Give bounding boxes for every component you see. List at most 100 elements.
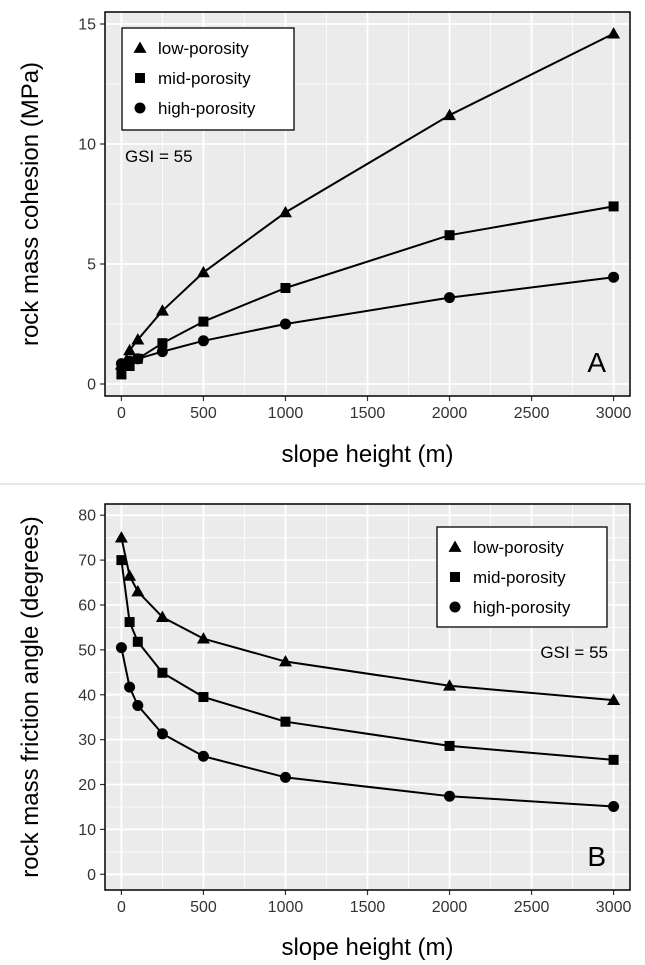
gsi-annotation: GSI = 55 [540,643,608,662]
y-axis-title: rock mass friction angle (degrees) [17,516,44,877]
series-mid-porosity [116,555,619,765]
x-tick-label: 3000 [596,899,632,916]
x-tick-label: 500 [190,899,217,916]
legend-label: mid-porosity [473,568,566,587]
legend-label: mid-porosity [158,69,251,88]
data-point-low-porosity [607,27,621,39]
x-tick-label: 1000 [268,899,304,916]
data-point-low-porosity [278,655,292,667]
data-point-mid-porosity [280,283,291,293]
y-axis-title: rock mass cohesion (MPa) [17,62,44,346]
series-low-porosity [114,531,621,706]
data-point-mid-porosity [608,754,619,765]
legend-label: low-porosity [473,538,564,557]
y-tick-label: 80 [78,508,96,525]
x-axis-title: slope height (m) [281,934,453,961]
y-tick-label: 0 [87,377,96,394]
data-point-mid-porosity [444,230,455,241]
plot-border [104,503,631,891]
y-tick-label: 60 [78,597,96,614]
data-point-mid-porosity [132,636,143,647]
data-point-low-porosity [131,585,145,597]
y-tick-label: 15 [78,17,96,34]
x-tick-label: 3000 [596,405,632,422]
x-tick-label: 2000 [432,899,468,916]
panel-label: A [587,347,606,378]
data-point-mid-porosity [116,555,127,566]
legend-marker-low-porosity [448,540,462,552]
data-point-high-porosity [279,318,291,330]
y-tick-label: 30 [78,732,96,749]
data-point-high-porosity [132,700,144,712]
data-point-mid-porosity [124,617,135,628]
gsi-annotation: GSI = 55 [125,147,193,166]
x-tick-label: 500 [190,405,217,422]
chart-panel-b: 0 500 1000 1500 2000 2500 3000 0 10 20 30 40 50 60 70 8… [17,503,632,961]
data-point-mid-porosity [608,201,619,212]
y-tick-label: 20 [78,777,96,794]
data-point-mid-porosity [116,369,127,380]
data-point-mid-porosity [280,716,291,727]
data-point-low-porosity [155,304,169,316]
data-point-high-porosity [124,681,136,693]
data-point-low-porosity [123,343,137,356]
legend-label: high-porosity [158,99,256,118]
data-point-high-porosity [156,346,168,358]
x-axis-title: slope height (m) [281,441,453,468]
legend: low-porosity mid-porosity high-porosity [436,526,608,628]
y-tick-label: 5 [87,257,96,274]
legend-box [121,27,295,131]
data-point-high-porosity [156,728,168,740]
data-point-low-porosity [131,333,145,345]
legend-marker-high-porosity [134,102,146,114]
data-point-high-porosity [444,292,456,304]
legend-marker-mid-porosity [135,73,145,83]
x-tick-label: 2500 [514,405,550,422]
data-point-mid-porosity [198,316,209,327]
x-tick-label: 1500 [350,899,386,916]
legend-label: high-porosity [473,598,571,617]
data-point-high-porosity [608,801,620,813]
series-high-porosity [115,642,620,813]
x-tick-label: 0 [117,405,126,422]
data-point-low-porosity [443,108,457,121]
series-high-porosity [115,271,620,370]
legend-marker-mid-porosity [450,572,460,582]
data-point-low-porosity [607,693,621,706]
x-tick-label: 1500 [350,405,386,422]
panel-label: B [587,841,606,872]
legend: low-porosity mid-porosity high-porosity [121,27,295,131]
x-tick-label: 2000 [432,405,468,422]
x-tick-label: 1000 [268,405,304,422]
legend-label: low-porosity [158,39,249,58]
y-tick-label: 10 [78,137,96,154]
legend-marker-low-porosity [133,41,147,53]
y-tick-label: 40 [78,687,96,704]
y-tick-label: 50 [78,642,96,659]
data-point-high-porosity [197,335,209,347]
y-axis: 0 10 20 30 40 50 60 70 80 [78,508,105,884]
data-point-high-porosity [444,790,456,802]
data-point-mid-porosity [157,667,168,678]
y-tick-label: 10 [78,822,96,839]
data-point-low-porosity [196,632,210,644]
data-point-high-porosity [608,271,620,283]
data-point-mid-porosity [444,740,455,751]
data-point-mid-porosity [157,338,168,349]
x-axis: 0 500 1000 1500 2000 2500 3000 [117,890,632,916]
data-point-low-porosity [114,531,128,543]
data-point-low-porosity [155,610,169,622]
data-point-high-porosity [197,750,209,762]
data-point-high-porosity [115,642,127,654]
data-point-high-porosity [132,353,144,365]
data-point-low-porosity [123,569,137,581]
legend-marker-high-porosity [449,601,461,613]
y-tick-label: 0 [87,867,96,884]
data-point-low-porosity [278,205,292,218]
y-axis: 0 5 10 15 [78,17,105,394]
data-point-high-porosity [279,771,291,783]
y-tick-label: 70 [78,553,96,570]
x-tick-label: 0 [117,899,126,916]
x-tick-label: 2500 [514,899,550,916]
